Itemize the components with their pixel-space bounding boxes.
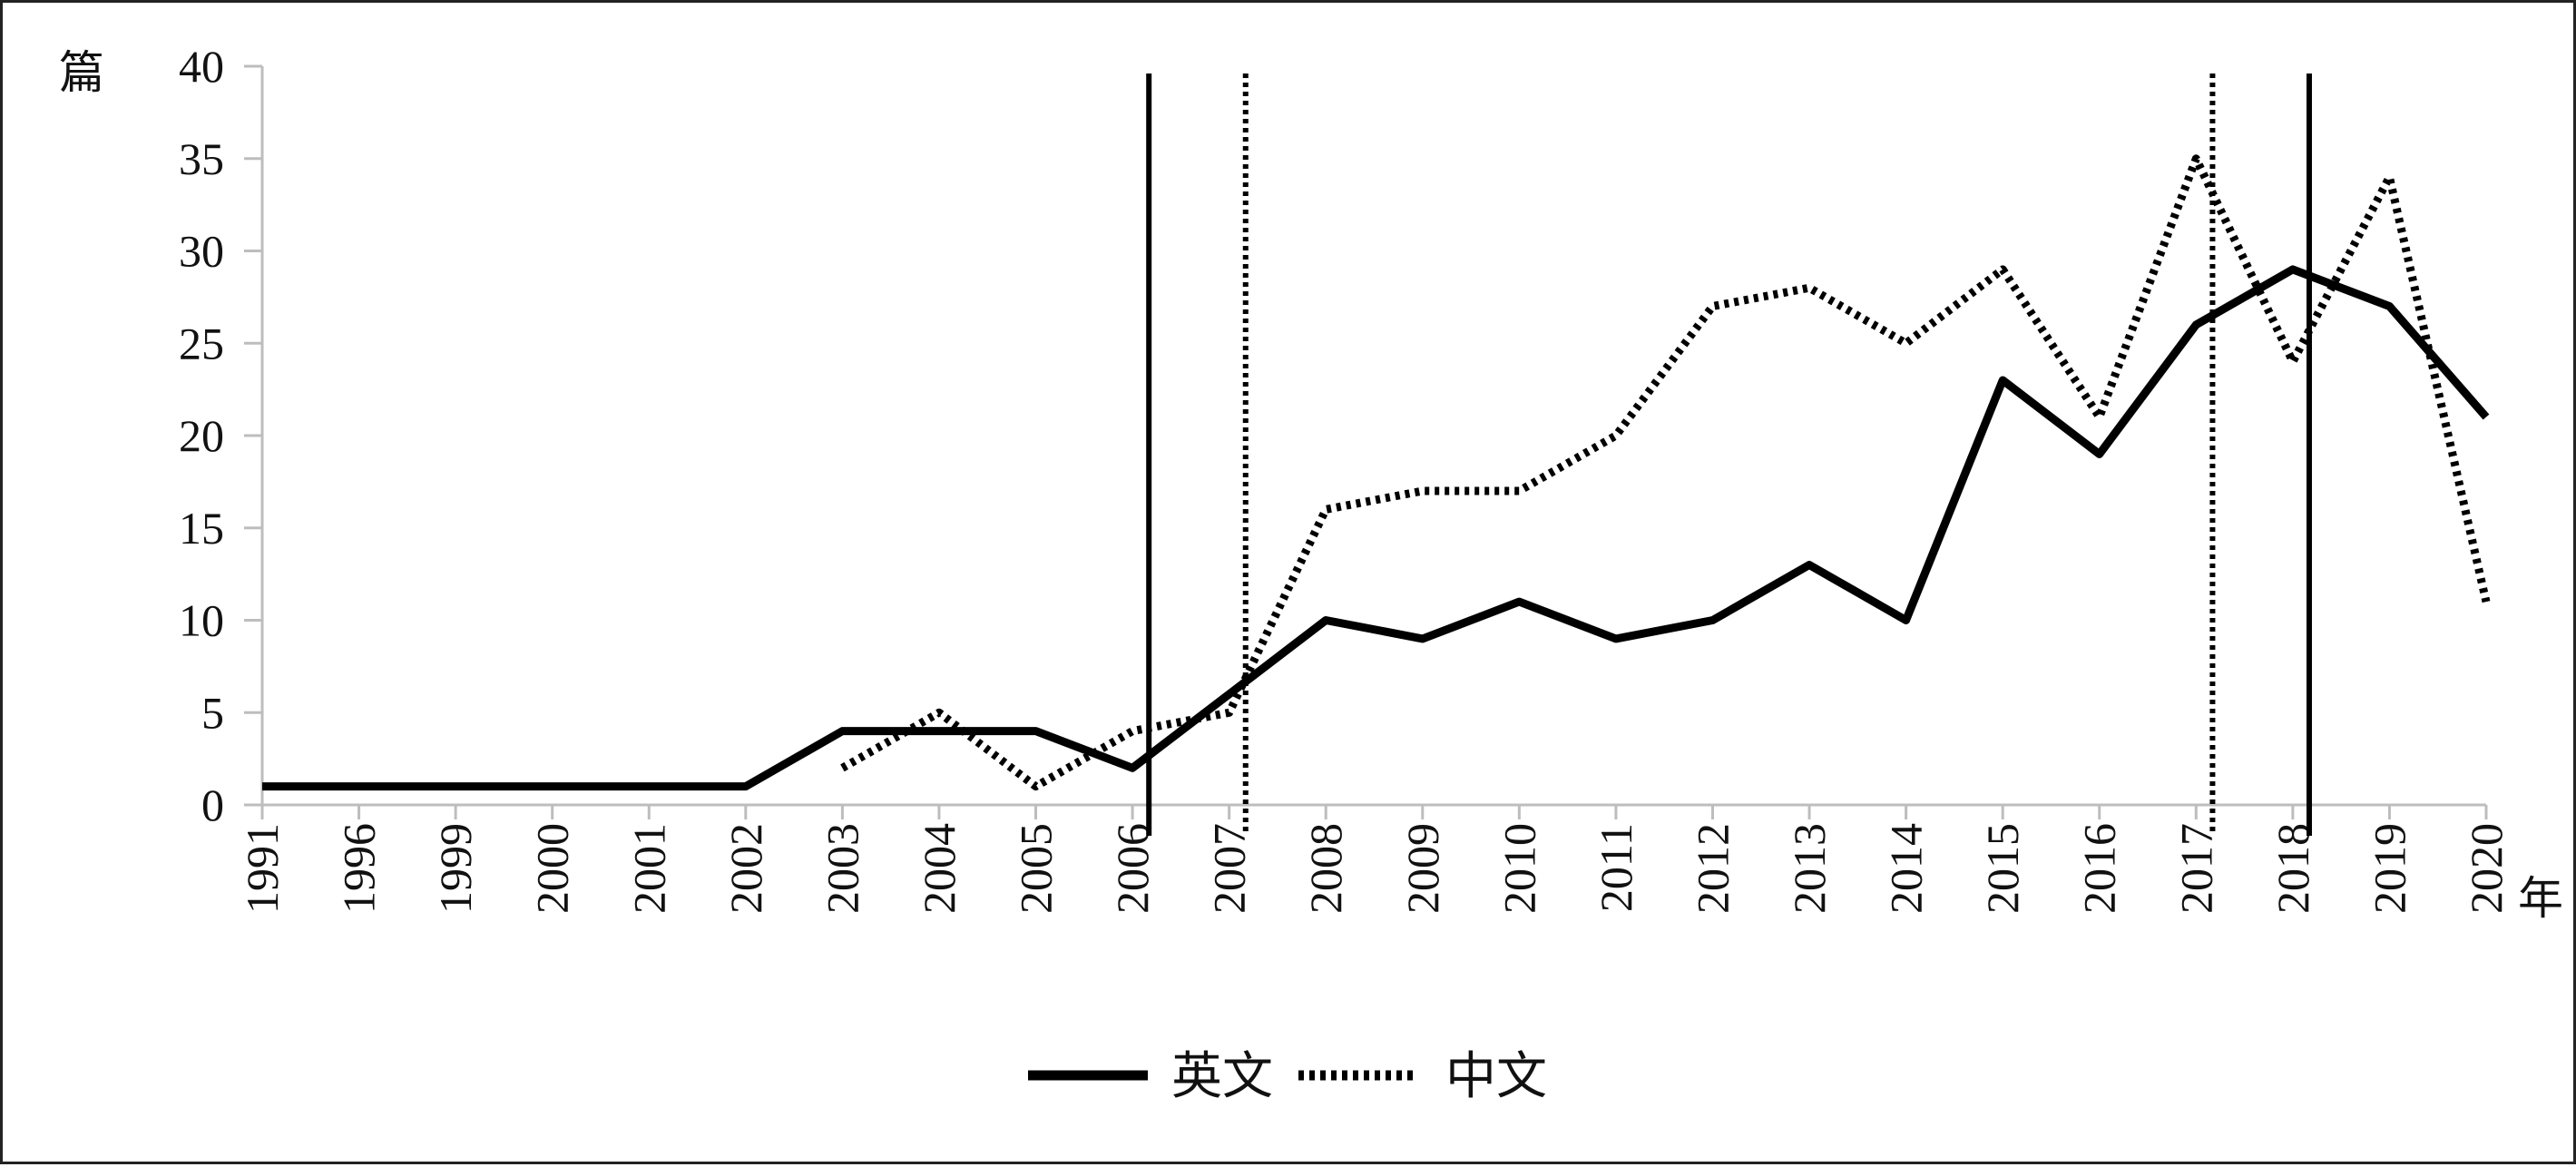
y-tick-label: 10 [179, 595, 224, 646]
y-tick-label: 35 [179, 133, 224, 184]
x-tick-label: 2007 [1204, 823, 1255, 914]
x-tick-label: 2015 [1977, 823, 2028, 914]
y-tick-label: 0 [201, 780, 224, 830]
x-tick-label: 2003 [817, 823, 867, 914]
x-tick-label: 2013 [1784, 823, 1835, 914]
x-tick-label: 2016 [2074, 823, 2125, 914]
y-tick-label: 25 [179, 318, 224, 368]
x-tick-label: 2020 [2461, 823, 2512, 914]
legend-label-chinese: 中文 [1445, 1047, 1547, 1106]
x-tick-label: 2002 [720, 823, 771, 914]
legend: 英文 中文 [1028, 1047, 1547, 1106]
x-tick-label: 2010 [1494, 823, 1544, 914]
x-tick-label: 2000 [527, 823, 578, 914]
x-tick-label: 2005 [1011, 823, 1062, 914]
x-axis-unit-label: 年 [2518, 872, 2563, 925]
series-lines [262, 154, 2491, 791]
reference-lines [1146, 74, 2312, 836]
x-tick-label: 2006 [1107, 823, 1158, 914]
x-tick-label: 2014 [1881, 823, 1932, 914]
x-tick-label: 2008 [1300, 823, 1351, 914]
series-line-english [262, 265, 2490, 791]
x-tick-label: 2012 [1687, 823, 1738, 914]
x-tick-label: 1996 [334, 823, 385, 914]
x-tick-label: 2004 [914, 823, 965, 914]
y-axis-ticks: 0 5 10 15 20 25 30 35 40 [179, 41, 262, 830]
x-tick-label: 2001 [623, 823, 674, 914]
y-axis-unit-label: 篇 [59, 46, 104, 99]
y-tick-label: 30 [179, 226, 224, 277]
x-tick-label: 2018 [2267, 823, 2318, 914]
y-tick-label: 15 [179, 503, 224, 554]
x-tick-label: 2019 [2364, 823, 2414, 914]
x-tick-label: 2009 [1397, 823, 1448, 914]
x-tick-label: 2011 [1591, 823, 1641, 912]
y-tick-label: 20 [179, 410, 224, 461]
legend-label-english: 英文 [1171, 1047, 1273, 1106]
series-line-chinese [840, 154, 2491, 791]
y-tick-label: 5 [201, 687, 224, 738]
y-tick-label: 40 [179, 41, 224, 92]
line-chart: 0 5 10 15 20 25 30 35 40 1991 1996 1999 2000 2001 200… [59, 41, 2563, 1106]
x-axis-ticks: 1991 1996 1999 2000 2001 2002 2003 2004 2005 2006… [237, 805, 2512, 914]
x-tick-label: 2017 [2170, 823, 2221, 914]
axes [260, 66, 2486, 807]
x-tick-label: 1991 [237, 823, 288, 914]
x-tick-label: 1999 [430, 823, 481, 914]
